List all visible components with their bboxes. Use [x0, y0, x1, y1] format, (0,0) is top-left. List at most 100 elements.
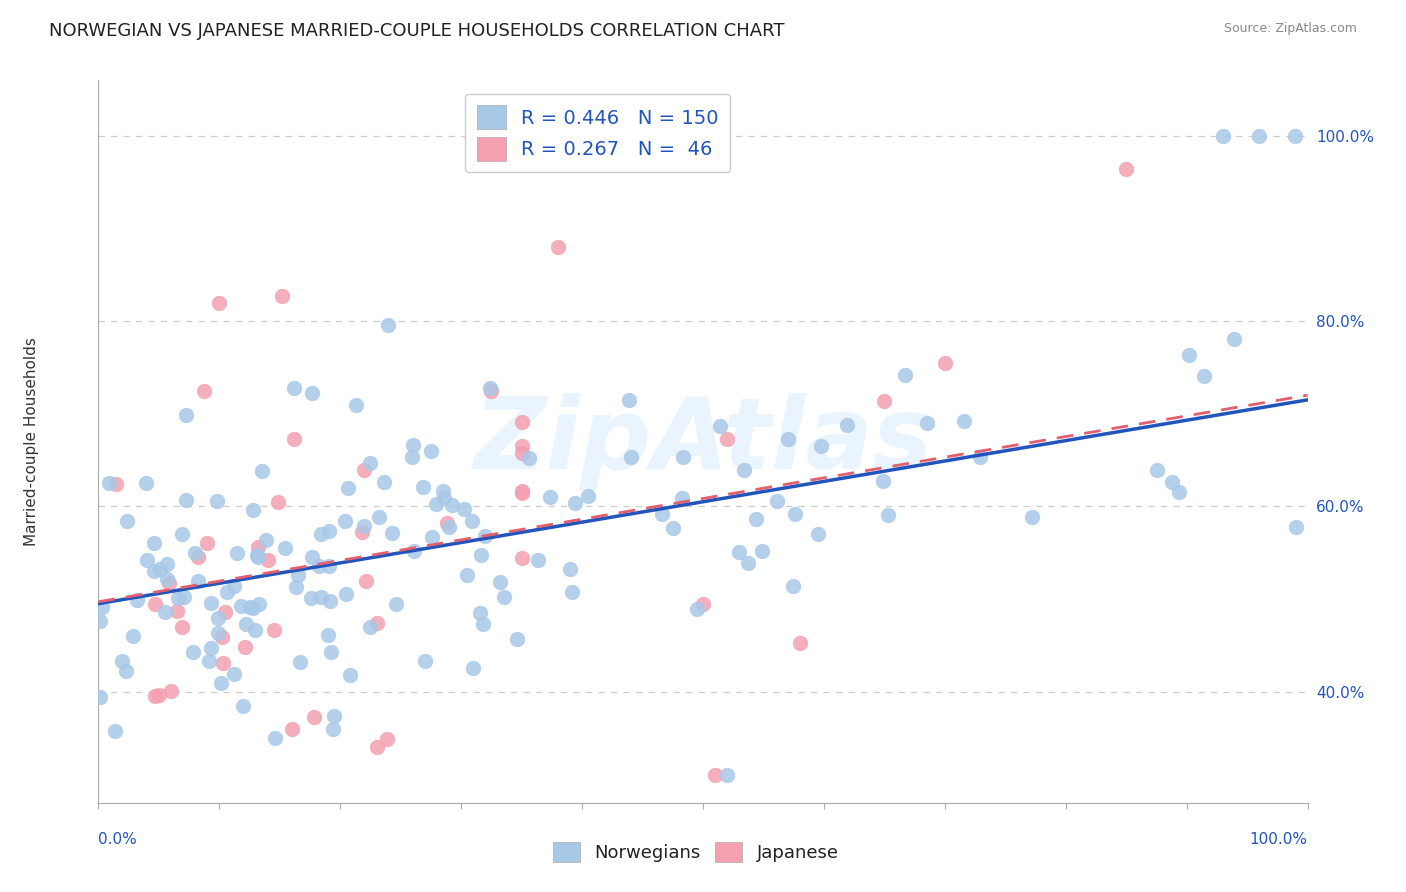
Point — [149, 561, 172, 575]
Point — [217, 585, 239, 599]
Point — [308, 559, 330, 574]
Point — [873, 394, 896, 409]
Point — [117, 514, 139, 528]
Point — [617, 392, 640, 407]
Point — [247, 598, 270, 612]
Point — [737, 556, 759, 570]
Point — [953, 414, 976, 428]
Point — [510, 483, 533, 498]
Point — [510, 486, 533, 500]
Point — [318, 559, 340, 574]
Point — [243, 623, 266, 637]
Point — [506, 632, 529, 646]
Point — [322, 709, 344, 723]
Point — [433, 491, 456, 505]
Point — [246, 550, 269, 565]
Point — [440, 498, 463, 512]
Point — [1192, 369, 1215, 384]
Point — [1115, 161, 1137, 176]
Point — [526, 553, 548, 567]
Point — [195, 536, 218, 550]
Point — [453, 502, 475, 516]
Point — [356, 574, 378, 588]
Point — [122, 629, 145, 643]
Point — [716, 768, 738, 782]
Point — [1212, 128, 1234, 143]
Point — [381, 525, 404, 540]
Point — [472, 617, 495, 632]
Point — [229, 599, 252, 614]
Point — [510, 551, 533, 566]
Point — [270, 289, 292, 303]
Point — [1222, 332, 1244, 346]
Point — [402, 437, 425, 451]
Point — [782, 578, 804, 592]
Point — [173, 591, 195, 605]
Point — [547, 240, 569, 254]
Point — [214, 605, 236, 619]
Point — [1168, 485, 1191, 500]
Point — [778, 432, 800, 446]
Point — [209, 675, 232, 690]
Point — [425, 497, 447, 511]
Point — [283, 432, 305, 446]
Point — [89, 614, 111, 628]
Point — [745, 512, 768, 526]
Point — [510, 439, 533, 453]
Text: Source: ZipAtlas.com: Source: ZipAtlas.com — [1223, 22, 1357, 36]
Point — [205, 493, 228, 508]
Point — [250, 464, 273, 478]
Point — [807, 527, 830, 541]
Point — [420, 530, 443, 544]
Point — [470, 607, 492, 621]
Point — [337, 481, 360, 495]
Point — [176, 493, 198, 508]
Point — [344, 398, 367, 412]
Point — [200, 641, 222, 656]
Point — [872, 474, 894, 488]
Point — [709, 418, 731, 433]
Point — [368, 509, 391, 524]
Point — [155, 605, 177, 619]
Point — [200, 596, 222, 610]
Point — [1021, 510, 1043, 524]
Point — [143, 689, 166, 703]
Point — [207, 611, 229, 625]
Point — [432, 483, 454, 498]
Point — [339, 667, 361, 681]
Point — [1146, 463, 1168, 477]
Point — [1284, 128, 1306, 143]
Point — [233, 640, 256, 655]
Point — [143, 564, 166, 578]
Point — [170, 527, 193, 541]
Point — [385, 597, 408, 611]
Point — [235, 617, 257, 632]
Point — [934, 356, 956, 370]
Point — [893, 368, 915, 383]
Text: 100.0%: 100.0% — [1250, 832, 1308, 847]
Point — [877, 508, 900, 523]
Point — [136, 553, 159, 567]
Point — [267, 495, 290, 509]
Point — [377, 318, 399, 332]
Point — [366, 740, 388, 755]
Point — [835, 418, 858, 433]
Point — [359, 456, 381, 470]
Point — [538, 490, 561, 504]
Legend: R = 0.446   N = 150, R = 0.267   N =  46: R = 0.446 N = 150, R = 0.267 N = 46 — [465, 94, 730, 172]
Point — [436, 516, 458, 531]
Point — [322, 722, 344, 736]
Point — [470, 548, 492, 562]
Point — [283, 381, 305, 395]
Point — [350, 525, 373, 540]
Point — [401, 450, 423, 465]
Point — [517, 451, 540, 466]
Point — [353, 463, 375, 477]
Point — [242, 601, 264, 615]
Point — [651, 507, 673, 521]
Point — [671, 491, 693, 505]
Point — [319, 593, 342, 607]
Point — [224, 667, 246, 681]
Point — [1249, 128, 1271, 143]
Point — [170, 620, 193, 634]
